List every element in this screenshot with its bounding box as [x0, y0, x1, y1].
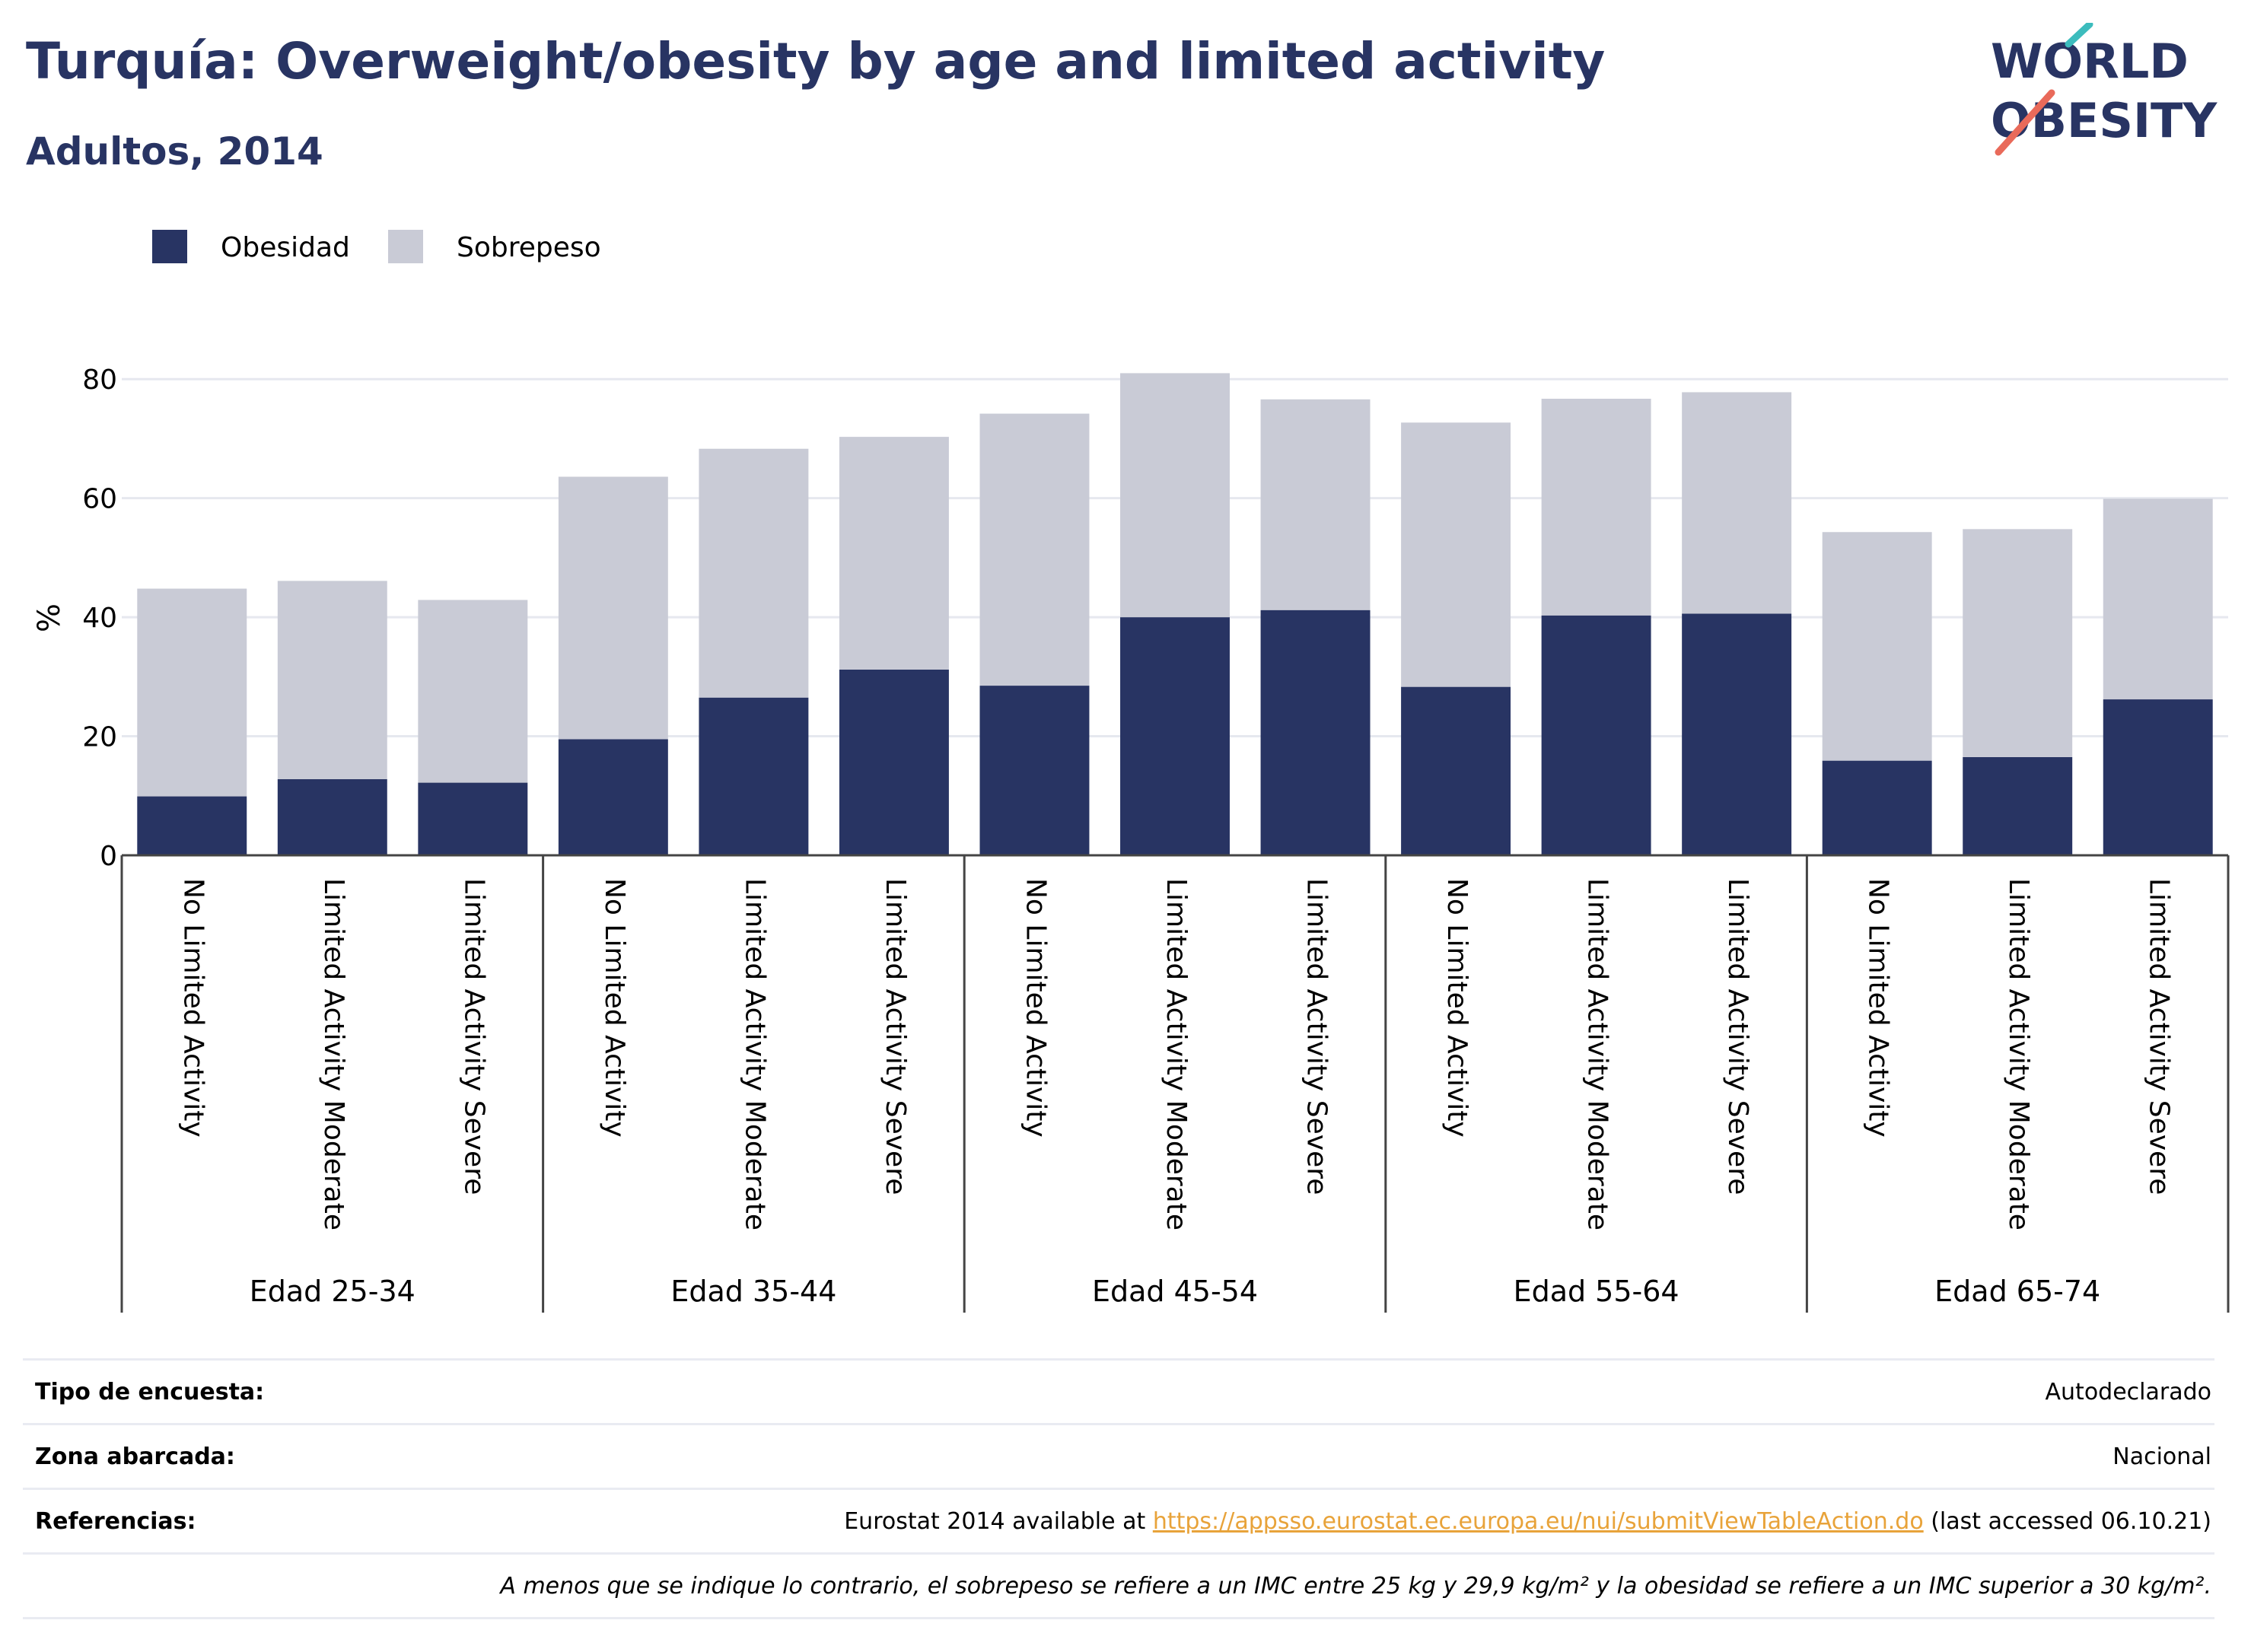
bar-sobrepeso-3 — [558, 476, 668, 740]
x-tick-label-5: Limited Activity Severe — [880, 878, 911, 1195]
bar-sobrepeso-10 — [1541, 399, 1651, 616]
legend-swatch-1 — [388, 230, 423, 263]
meta-row-survey-type: Tipo de encuesta: Autodeclarado — [23, 1358, 2214, 1423]
bar-sobrepeso-2 — [418, 600, 528, 783]
bar-obesidad-12 — [1822, 760, 1932, 855]
bar-obesidad-11 — [1682, 613, 1792, 855]
references-label: Referencias: — [35, 1507, 196, 1535]
bar-sobrepeso-11 — [1682, 392, 1792, 614]
x-tick-label-7: Limited Activity Moderate — [1161, 878, 1192, 1230]
x-tick-label-12: No Limited Activity — [1863, 878, 1894, 1138]
x-tick-label-8: Limited Activity Severe — [1301, 878, 1332, 1195]
bar-obesidad-8 — [1260, 610, 1371, 855]
logo-text-world: WORLD — [1991, 33, 2189, 89]
x-tick-label-3: No Limited Activity — [599, 878, 630, 1138]
chart-title: Turquía: Overweight/obesity by age and l… — [26, 32, 1606, 91]
x-tick-label-11: Limited Activity Severe — [1722, 878, 1753, 1195]
meta-row-coverage: Zona abarcada: Nacional — [23, 1423, 2214, 1488]
x-tick-label-14: Limited Activity Severe — [2144, 878, 2175, 1195]
x-tick-label-6: No Limited Activity — [1020, 878, 1051, 1138]
x-tick-label-0: No Limited Activity — [177, 878, 209, 1138]
y-axis: 0 20 40 60 80% — [32, 364, 117, 872]
definition-note: A menos que se indique lo contrario, el … — [500, 1572, 2211, 1599]
references-value: Eurostat 2014 available at https://appss… — [844, 1508, 2214, 1535]
legend-swatch-0 — [152, 230, 187, 263]
x-axis: No Limited Activity Limited Activity Mode… — [120, 854, 2230, 1313]
references-prefix: Eurostat 2014 available at — [844, 1507, 1153, 1535]
world-obesity-logo: WORLD OBESITY — [1991, 23, 2218, 156]
bar-sobrepeso-13 — [1963, 529, 2073, 757]
bar-sobrepeso-7 — [1120, 373, 1230, 618]
group-label-3: Edad 55-64 — [1514, 1275, 1679, 1308]
bar-obesidad-10 — [1541, 615, 1651, 855]
x-tick-label-2: Limited Activity Severe — [458, 878, 489, 1195]
bar-sobrepeso-6 — [979, 413, 1090, 686]
x-tick-label-10: Limited Activity Moderate — [1582, 878, 1613, 1230]
bar-sobrepeso-8 — [1260, 399, 1371, 610]
bar-sobrepeso-0 — [137, 588, 247, 797]
bar-sobrepeso-1 — [277, 581, 387, 779]
bar-sobrepeso-4 — [699, 448, 809, 698]
bar-obesidad-9 — [1401, 686, 1511, 855]
metadata-table: Tipo de encuesta: Autodeclarado Zona aba… — [23, 1358, 2214, 1619]
y-tick-label-20: 20 — [82, 722, 117, 753]
bar-obesidad-6 — [979, 686, 1090, 855]
group-label-4: Edad 65-74 — [1934, 1275, 2100, 1308]
bar-obesidad-2 — [418, 782, 528, 855]
coverage-value: Nacional — [2113, 1443, 2211, 1470]
group-label-2: Edad 45-54 — [1092, 1275, 1258, 1308]
y-tick-label-60: 60 — [82, 484, 117, 515]
bar-obesidad-14 — [2103, 699, 2213, 855]
group-label-0: Edad 25-34 — [250, 1275, 415, 1308]
bar-obesidad-0 — [137, 796, 247, 855]
references-suffix: (last accessed 06.10.21) — [1923, 1507, 2211, 1535]
coverage-label: Zona abarcada: — [35, 1443, 235, 1470]
stacked-bar-chart: Obesidad Sobrepeso 0 20 40 60 80% No Limited … — [32, 230, 2230, 1313]
bars — [137, 373, 2213, 855]
y-tick-label-0: 0 — [100, 841, 117, 872]
legend: Obesidad Sobrepeso — [152, 230, 601, 263]
logo-red-stroke — [1995, 89, 2055, 156]
y-tick-label-40: 40 — [82, 603, 117, 634]
x-tick-label-13: Limited Activity Moderate — [2003, 878, 2034, 1230]
legend-label-0: Obesidad — [221, 232, 350, 263]
x-tick-label-4: Limited Activity Moderate — [739, 878, 770, 1230]
survey-type-value: Autodeclarado — [2045, 1378, 2211, 1405]
bar-sobrepeso-12 — [1822, 532, 1932, 761]
references-link[interactable]: https://appsso.eurostat.ec.europa.eu/nui… — [1152, 1507, 1924, 1535]
meta-row-references: Referencias: Eurostat 2014 available at … — [23, 1488, 2214, 1552]
bar-obesidad-3 — [558, 739, 668, 855]
bar-sobrepeso-5 — [839, 437, 949, 670]
logo-teal-stroke — [2065, 23, 2093, 48]
group-label-1: Edad 35-44 — [670, 1275, 836, 1308]
bar-obesidad-4 — [699, 697, 809, 855]
chart-subtitle: Adultos, 2014 — [26, 129, 323, 173]
bar-sobrepeso-9 — [1401, 422, 1511, 687]
legend-label-1: Sobrepeso — [457, 232, 601, 263]
meta-row-note: A menos que se indique lo contrario, el … — [23, 1552, 2214, 1619]
bar-obesidad-7 — [1120, 617, 1230, 855]
bar-obesidad-13 — [1963, 756, 2073, 855]
survey-type-label: Tipo de encuesta: — [35, 1378, 265, 1405]
y-tick-label-80: 80 — [82, 364, 117, 396]
bar-obesidad-1 — [277, 778, 387, 855]
bar-sobrepeso-14 — [2103, 498, 2213, 700]
y-axis-label: % — [32, 603, 67, 632]
x-tick-label-1: Limited Activity Moderate — [318, 878, 349, 1230]
x-tick-label-9: No Limited Activity — [1441, 878, 1473, 1138]
bar-obesidad-5 — [839, 669, 949, 855]
